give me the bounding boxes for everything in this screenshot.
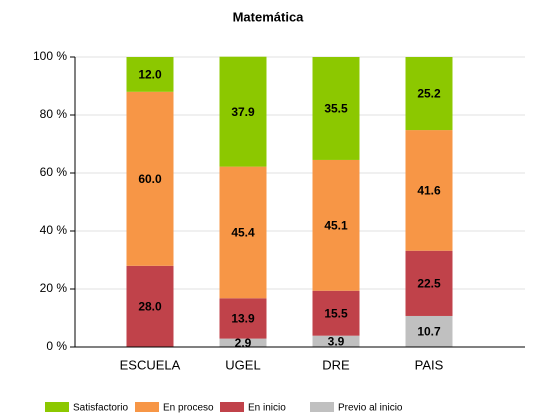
y-tick-label: 100 % [33,49,67,63]
bar-segment [312,335,360,347]
data-label: 2.9 [235,336,252,350]
bar-segment [126,57,174,92]
data-label: 45.4 [231,226,255,240]
legend-swatch [310,402,334,412]
bar-segment [405,57,453,131]
bar-segment [219,56,267,167]
y-tick-label: 80 % [40,107,68,121]
legend-label: En proceso [163,403,214,414]
data-label: 35.5 [324,102,348,116]
legend-label: Satisfactorio [73,403,128,414]
data-label: 13.9 [231,312,255,326]
data-label: 15.5 [324,306,348,320]
bar-segment [126,265,174,347]
bar-segment [312,57,360,160]
bar-segment [219,166,267,299]
data-label: 45.1 [324,219,348,233]
data-label: 12.0 [138,68,162,82]
bar-segment [126,91,174,266]
x-tick-label: DRE [322,357,350,372]
data-label: 41.6 [417,184,441,198]
data-label: 60.0 [138,172,162,186]
y-tick-label: 60 % [40,165,68,179]
bar-segment [312,159,360,291]
data-label: 3.9 [328,335,345,349]
legend-swatch [45,402,69,412]
chart-title: Matemática [233,9,305,24]
bar-segment [405,315,453,347]
y-tick-label: 40 % [40,223,68,237]
bar-segment [312,290,360,336]
x-tick-label: PAIS [415,357,444,372]
legend-label: Previo al inicio [338,403,403,414]
data-label: 37.9 [231,105,255,119]
data-label: 28.0 [138,300,162,314]
bar-segment [405,250,453,316]
bar-segment [219,298,267,339]
data-label: 10.7 [417,325,441,339]
y-tick-label: 20 % [40,281,68,295]
y-tick-label: 0 % [46,339,67,353]
bar-segment [219,338,267,347]
legend-swatch [220,402,244,412]
data-label: 22.5 [417,277,441,291]
x-tick-label: ESCUELA [120,357,181,372]
legend-label: En inicio [248,403,286,414]
x-tick-label: UGEL [225,357,260,372]
data-label: 25.2 [417,87,441,101]
bar-segment [405,130,453,251]
legend-swatch [135,402,159,412]
